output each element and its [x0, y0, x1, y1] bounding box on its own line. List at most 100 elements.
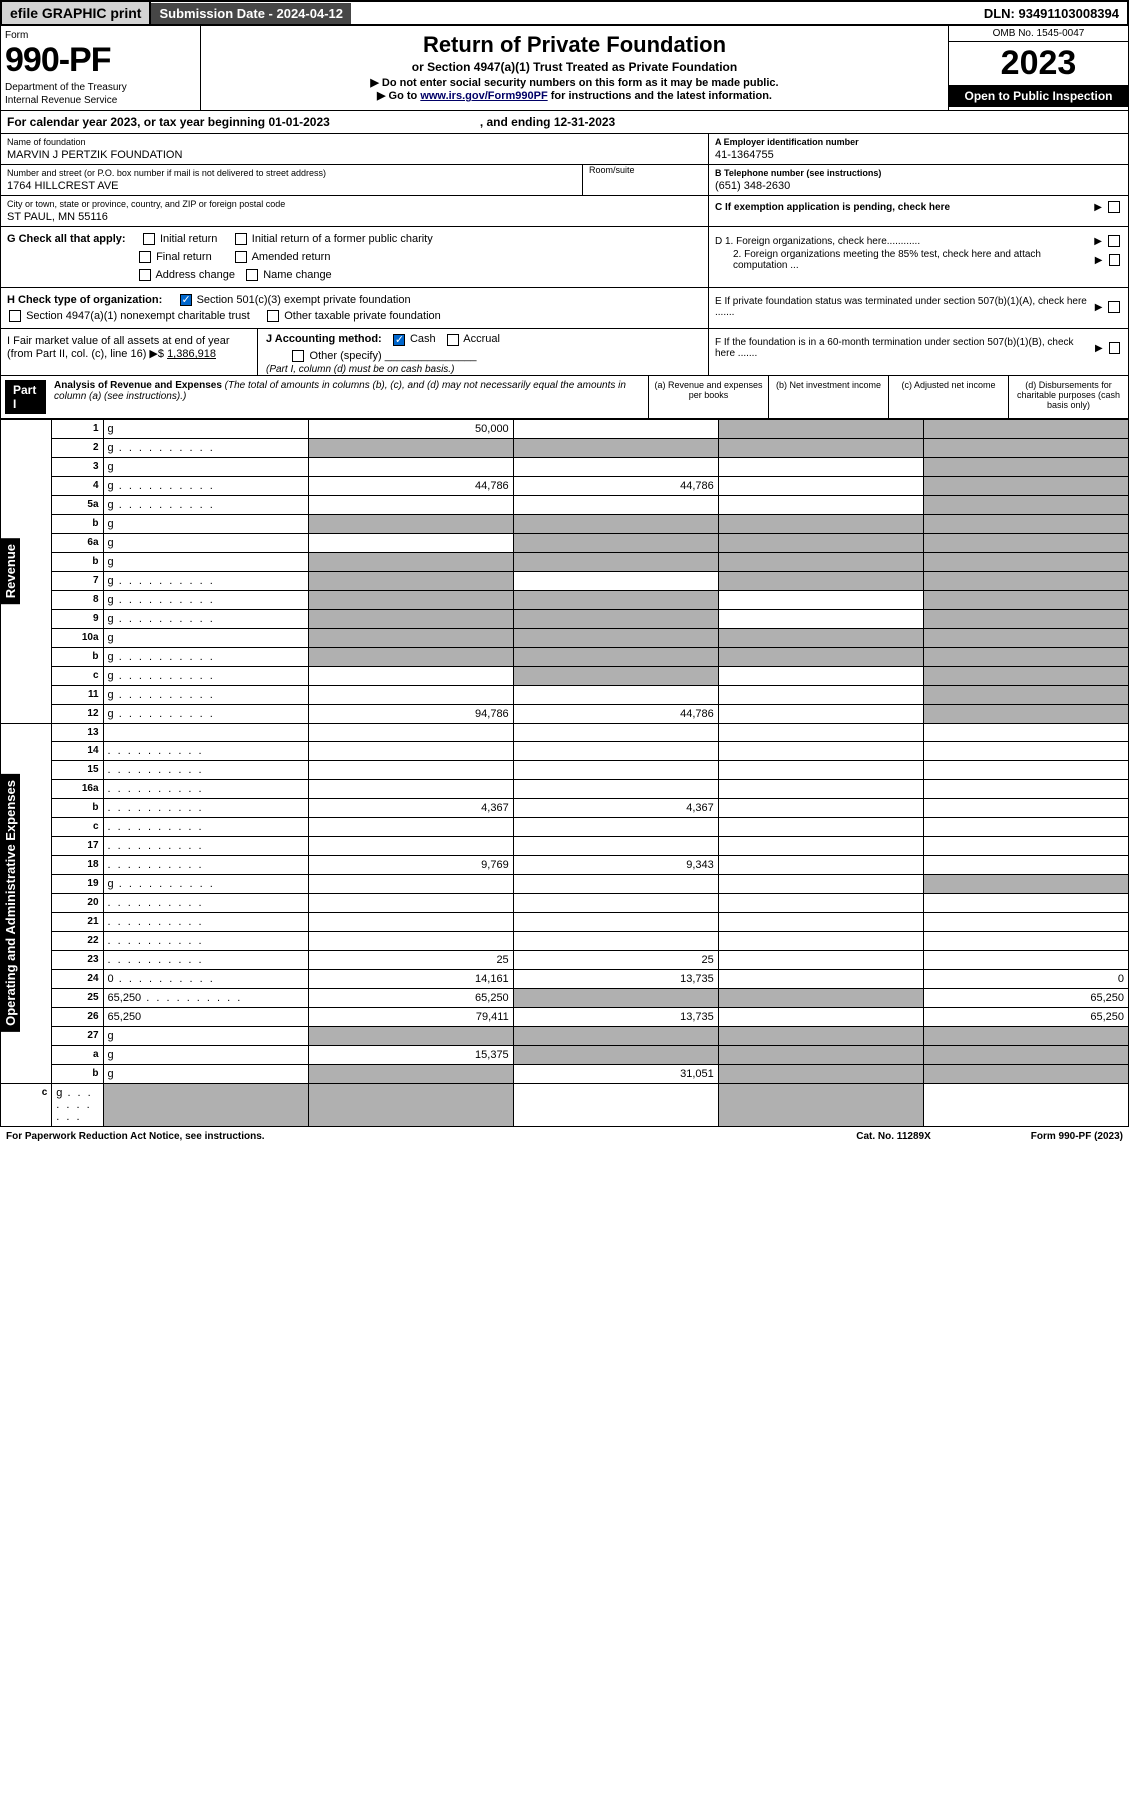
line-description: g	[103, 514, 308, 533]
line-description	[103, 760, 308, 779]
j-cash: Cash	[410, 333, 436, 345]
initial-return-checkbox[interactable]	[143, 233, 155, 245]
cell-col-c	[718, 571, 923, 590]
line-description: g	[103, 457, 308, 476]
line-number: 16a	[52, 779, 103, 798]
table-row: 19g	[1, 874, 1129, 893]
initial-former-checkbox[interactable]	[235, 233, 247, 245]
cell-col-a: 44,786	[308, 476, 513, 495]
page-footer: For Paperwork Reduction Act Notice, see …	[0, 1127, 1129, 1146]
line-description	[103, 893, 308, 912]
table-row: 232525	[1, 950, 1129, 969]
cell-col-b: 44,786	[513, 476, 718, 495]
cell-col-d	[923, 798, 1128, 817]
line-number: 22	[52, 931, 103, 950]
501c3-checkbox[interactable]	[180, 294, 192, 306]
amended-return-checkbox[interactable]	[235, 251, 247, 263]
d1-checkbox[interactable]	[1108, 235, 1120, 247]
line-number: 15	[52, 760, 103, 779]
4947-checkbox[interactable]	[9, 310, 21, 322]
cell-col-d	[923, 628, 1128, 647]
cell-col-c	[718, 476, 923, 495]
line-number: 27	[52, 1026, 103, 1045]
cell-col-a	[308, 912, 513, 931]
cell-col-a	[308, 457, 513, 476]
arrow-icon: ▶	[1095, 302, 1103, 313]
other-method-checkbox[interactable]	[292, 350, 304, 362]
cell-col-c	[718, 533, 923, 552]
cell-col-a	[308, 495, 513, 514]
table-row: 189,7699,343	[1, 855, 1129, 874]
cell-col-c	[718, 552, 923, 571]
cell-col-d: 65,250	[923, 988, 1128, 1007]
line-description	[103, 798, 308, 817]
cell-col-a	[308, 760, 513, 779]
cell-col-d	[923, 495, 1128, 514]
line-description	[103, 950, 308, 969]
table-row: 17	[1, 836, 1129, 855]
e-checkbox[interactable]	[1108, 301, 1120, 313]
form-label: Form	[5, 30, 196, 41]
efile-label[interactable]: efile GRAPHIC print	[2, 2, 151, 24]
cell-col-d	[923, 836, 1128, 855]
line-number: 18	[52, 855, 103, 874]
calendar-begin: For calendar year 2023, or tax year begi…	[7, 115, 330, 129]
line-description: g	[103, 685, 308, 704]
line-number: 2	[52, 438, 103, 457]
cell-col-a	[308, 741, 513, 760]
pending-checkbox[interactable]	[1108, 201, 1120, 213]
form-title: Return of Private Foundation	[207, 32, 942, 58]
cell-col-a	[308, 438, 513, 457]
table-row: 5ag	[1, 495, 1129, 514]
final-return-checkbox[interactable]	[139, 251, 151, 263]
cell-col-b	[513, 723, 718, 741]
cell-col-b	[513, 779, 718, 798]
form-reference: Form 990-PF (2023)	[1031, 1131, 1123, 1142]
open-inspection: Open to Public Inspection	[949, 85, 1128, 107]
table-row: 7g	[1, 571, 1129, 590]
h-label: H Check type of organization:	[7, 294, 162, 306]
line-number: c	[52, 666, 103, 685]
table-row: 15	[1, 760, 1129, 779]
line-number: 17	[52, 836, 103, 855]
g-address: Address change	[155, 269, 235, 281]
f-checkbox[interactable]	[1109, 342, 1120, 354]
cell-col-a: 65,250	[308, 988, 513, 1007]
cell-col-d: 65,250	[923, 1007, 1128, 1026]
city-value: ST PAUL, MN 55116	[7, 211, 702, 223]
section-g-d: G Check all that apply: Initial return I…	[0, 227, 1129, 288]
name-change-checkbox[interactable]	[246, 269, 258, 281]
other-taxable-checkbox[interactable]	[267, 310, 279, 322]
submission-date: Submission Date - 2024-04-12	[151, 3, 351, 24]
arrow-icon: ▶	[1095, 255, 1103, 266]
cell-col-b	[513, 628, 718, 647]
d2-checkbox[interactable]	[1109, 254, 1121, 266]
entity-section: Name of foundation MARVIN J PERTZIK FOUN…	[0, 134, 1129, 227]
cell-col-c	[718, 590, 923, 609]
cell-col-c	[513, 1083, 718, 1126]
line-number: 19	[52, 874, 103, 893]
line-number: b	[52, 1064, 103, 1083]
line-description: g	[52, 1083, 103, 1126]
calendar-end: , and ending 12-31-2023	[480, 115, 615, 129]
cell-col-c	[718, 741, 923, 760]
instructions-link[interactable]: www.irs.gov/Form990PF	[420, 90, 547, 102]
cell-col-c	[718, 609, 923, 628]
ein-value: 41-1364755	[715, 149, 1122, 161]
accrual-checkbox[interactable]	[447, 334, 459, 346]
table-row: 9g	[1, 609, 1129, 628]
line-description	[103, 741, 308, 760]
address-change-checkbox[interactable]	[139, 269, 151, 281]
cell-col-b	[513, 438, 718, 457]
arrow-icon: ▶	[1095, 343, 1103, 354]
name-label: Name of foundation	[7, 137, 702, 147]
cell-col-a	[308, 590, 513, 609]
cell-col-a	[308, 533, 513, 552]
cash-checkbox[interactable]	[393, 334, 405, 346]
note2-post: for instructions and the latest informat…	[548, 90, 772, 102]
department: Department of the Treasury	[5, 82, 196, 93]
line-description: 65,250	[103, 988, 308, 1007]
cell-col-b: 25	[513, 950, 718, 969]
line-description: 0	[103, 969, 308, 988]
cell-col-b	[513, 874, 718, 893]
